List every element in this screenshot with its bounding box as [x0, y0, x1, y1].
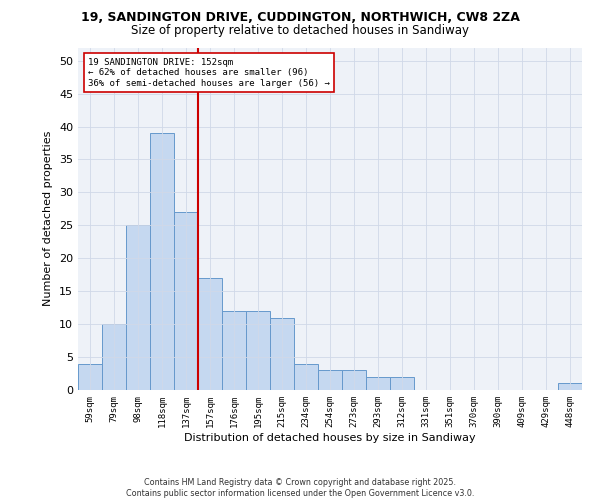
Bar	[246, 311, 270, 390]
Bar	[102, 324, 126, 390]
Bar	[150, 133, 174, 390]
Bar	[174, 212, 198, 390]
Text: Size of property relative to detached houses in Sandiway: Size of property relative to detached ho…	[131, 24, 469, 37]
Y-axis label: Number of detached properties: Number of detached properties	[43, 131, 53, 306]
X-axis label: Distribution of detached houses by size in Sandiway: Distribution of detached houses by size …	[184, 432, 476, 442]
Bar	[78, 364, 102, 390]
Bar	[558, 384, 582, 390]
Text: 19, SANDINGTON DRIVE, CUDDINGTON, NORTHWICH, CW8 2ZA: 19, SANDINGTON DRIVE, CUDDINGTON, NORTHW…	[80, 11, 520, 24]
Text: Contains HM Land Registry data © Crown copyright and database right 2025.
Contai: Contains HM Land Registry data © Crown c…	[126, 478, 474, 498]
Bar	[126, 226, 150, 390]
Bar	[390, 377, 414, 390]
Bar	[270, 318, 294, 390]
Bar	[366, 377, 390, 390]
Text: 19 SANDINGTON DRIVE: 152sqm
← 62% of detached houses are smaller (96)
36% of sem: 19 SANDINGTON DRIVE: 152sqm ← 62% of det…	[88, 58, 330, 88]
Bar	[198, 278, 222, 390]
Bar	[342, 370, 366, 390]
Bar	[318, 370, 342, 390]
Bar	[222, 311, 246, 390]
Bar	[294, 364, 318, 390]
